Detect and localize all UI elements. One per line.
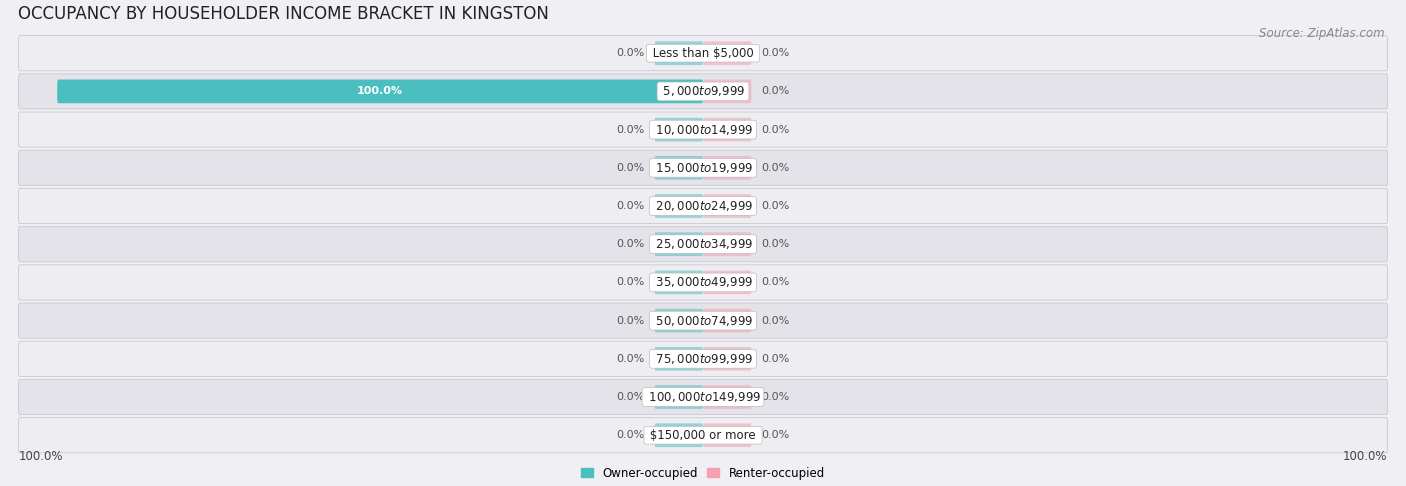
Text: 0.0%: 0.0% — [761, 354, 789, 364]
Text: 0.0%: 0.0% — [617, 124, 645, 135]
Text: $100,000 to $149,999: $100,000 to $149,999 — [644, 390, 762, 404]
FancyBboxPatch shape — [655, 232, 703, 256]
FancyBboxPatch shape — [703, 271, 751, 294]
FancyBboxPatch shape — [58, 80, 703, 103]
FancyBboxPatch shape — [18, 341, 1388, 376]
FancyBboxPatch shape — [703, 41, 751, 65]
Text: 0.0%: 0.0% — [617, 354, 645, 364]
FancyBboxPatch shape — [703, 347, 751, 371]
Text: 0.0%: 0.0% — [761, 201, 789, 211]
Text: $35,000 to $49,999: $35,000 to $49,999 — [652, 276, 754, 290]
Text: 0.0%: 0.0% — [617, 278, 645, 287]
Text: $25,000 to $34,999: $25,000 to $34,999 — [652, 237, 754, 251]
Text: Less than $5,000: Less than $5,000 — [648, 47, 758, 60]
FancyBboxPatch shape — [18, 35, 1388, 71]
Text: 0.0%: 0.0% — [617, 392, 645, 402]
FancyBboxPatch shape — [18, 74, 1388, 109]
Text: 0.0%: 0.0% — [761, 315, 789, 326]
Text: 0.0%: 0.0% — [761, 124, 789, 135]
FancyBboxPatch shape — [655, 156, 703, 180]
Text: 0.0%: 0.0% — [617, 201, 645, 211]
FancyBboxPatch shape — [18, 226, 1388, 262]
FancyBboxPatch shape — [655, 423, 703, 447]
Text: 0.0%: 0.0% — [761, 87, 789, 96]
Legend: Owner-occupied, Renter-occupied: Owner-occupied, Renter-occupied — [576, 462, 830, 485]
Text: $75,000 to $99,999: $75,000 to $99,999 — [652, 352, 754, 366]
FancyBboxPatch shape — [703, 80, 751, 103]
Text: $150,000 or more: $150,000 or more — [647, 429, 759, 442]
Text: 0.0%: 0.0% — [617, 430, 645, 440]
FancyBboxPatch shape — [703, 156, 751, 180]
Text: 0.0%: 0.0% — [761, 430, 789, 440]
FancyBboxPatch shape — [703, 194, 751, 218]
FancyBboxPatch shape — [703, 385, 751, 409]
FancyBboxPatch shape — [18, 265, 1388, 300]
Text: 0.0%: 0.0% — [761, 48, 789, 58]
Text: $50,000 to $74,999: $50,000 to $74,999 — [652, 313, 754, 328]
Text: 0.0%: 0.0% — [617, 239, 645, 249]
FancyBboxPatch shape — [703, 423, 751, 447]
FancyBboxPatch shape — [655, 41, 703, 65]
FancyBboxPatch shape — [655, 309, 703, 332]
Text: Source: ZipAtlas.com: Source: ZipAtlas.com — [1260, 27, 1385, 40]
Text: 100.0%: 100.0% — [357, 87, 404, 96]
FancyBboxPatch shape — [18, 417, 1388, 453]
FancyBboxPatch shape — [18, 150, 1388, 185]
Text: 0.0%: 0.0% — [761, 239, 789, 249]
FancyBboxPatch shape — [655, 271, 703, 294]
FancyBboxPatch shape — [703, 309, 751, 332]
FancyBboxPatch shape — [703, 118, 751, 141]
Text: 0.0%: 0.0% — [761, 278, 789, 287]
FancyBboxPatch shape — [18, 303, 1388, 338]
FancyBboxPatch shape — [655, 194, 703, 218]
Text: 0.0%: 0.0% — [617, 163, 645, 173]
Text: $20,000 to $24,999: $20,000 to $24,999 — [652, 199, 754, 213]
Text: 100.0%: 100.0% — [1343, 450, 1388, 463]
FancyBboxPatch shape — [703, 232, 751, 256]
Text: $10,000 to $14,999: $10,000 to $14,999 — [652, 122, 754, 137]
FancyBboxPatch shape — [18, 380, 1388, 415]
FancyBboxPatch shape — [655, 385, 703, 409]
FancyBboxPatch shape — [655, 118, 703, 141]
Text: 0.0%: 0.0% — [761, 163, 789, 173]
FancyBboxPatch shape — [18, 189, 1388, 224]
Text: 0.0%: 0.0% — [617, 315, 645, 326]
FancyBboxPatch shape — [18, 112, 1388, 147]
Text: $5,000 to $9,999: $5,000 to $9,999 — [659, 85, 747, 98]
Text: 0.0%: 0.0% — [617, 48, 645, 58]
Text: $15,000 to $19,999: $15,000 to $19,999 — [652, 161, 754, 175]
Text: OCCUPANCY BY HOUSEHOLDER INCOME BRACKET IN KINGSTON: OCCUPANCY BY HOUSEHOLDER INCOME BRACKET … — [18, 5, 550, 23]
Text: 0.0%: 0.0% — [761, 392, 789, 402]
Text: 100.0%: 100.0% — [18, 450, 63, 463]
FancyBboxPatch shape — [655, 347, 703, 371]
